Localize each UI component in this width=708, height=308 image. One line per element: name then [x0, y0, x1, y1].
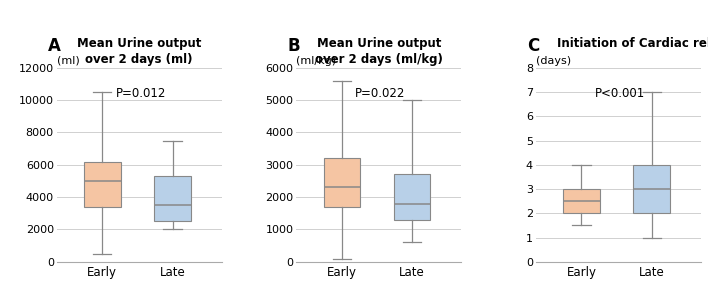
Text: C: C [527, 37, 539, 55]
Text: P<0.001: P<0.001 [595, 87, 645, 100]
Text: (ml): (ml) [57, 56, 79, 66]
Text: A: A [48, 37, 62, 55]
PathPatch shape [394, 174, 430, 220]
PathPatch shape [324, 158, 360, 207]
PathPatch shape [563, 189, 600, 213]
Text: (ml/kg): (ml/kg) [296, 56, 336, 66]
PathPatch shape [634, 165, 670, 213]
Text: Mean Urine output
over 2 days (ml): Mean Urine output over 2 days (ml) [77, 37, 202, 66]
Text: B: B [288, 37, 300, 55]
Text: P=0.022: P=0.022 [355, 87, 406, 100]
Text: Mean Urine output
over 2 days (ml/kg): Mean Urine output over 2 days (ml/kg) [315, 37, 442, 66]
PathPatch shape [154, 176, 191, 221]
Text: P=0.012: P=0.012 [116, 87, 166, 100]
Text: Initiation of Cardiac rehabilitation: Initiation of Cardiac rehabilitation [557, 37, 708, 50]
PathPatch shape [84, 161, 120, 207]
Text: (days): (days) [536, 56, 571, 66]
